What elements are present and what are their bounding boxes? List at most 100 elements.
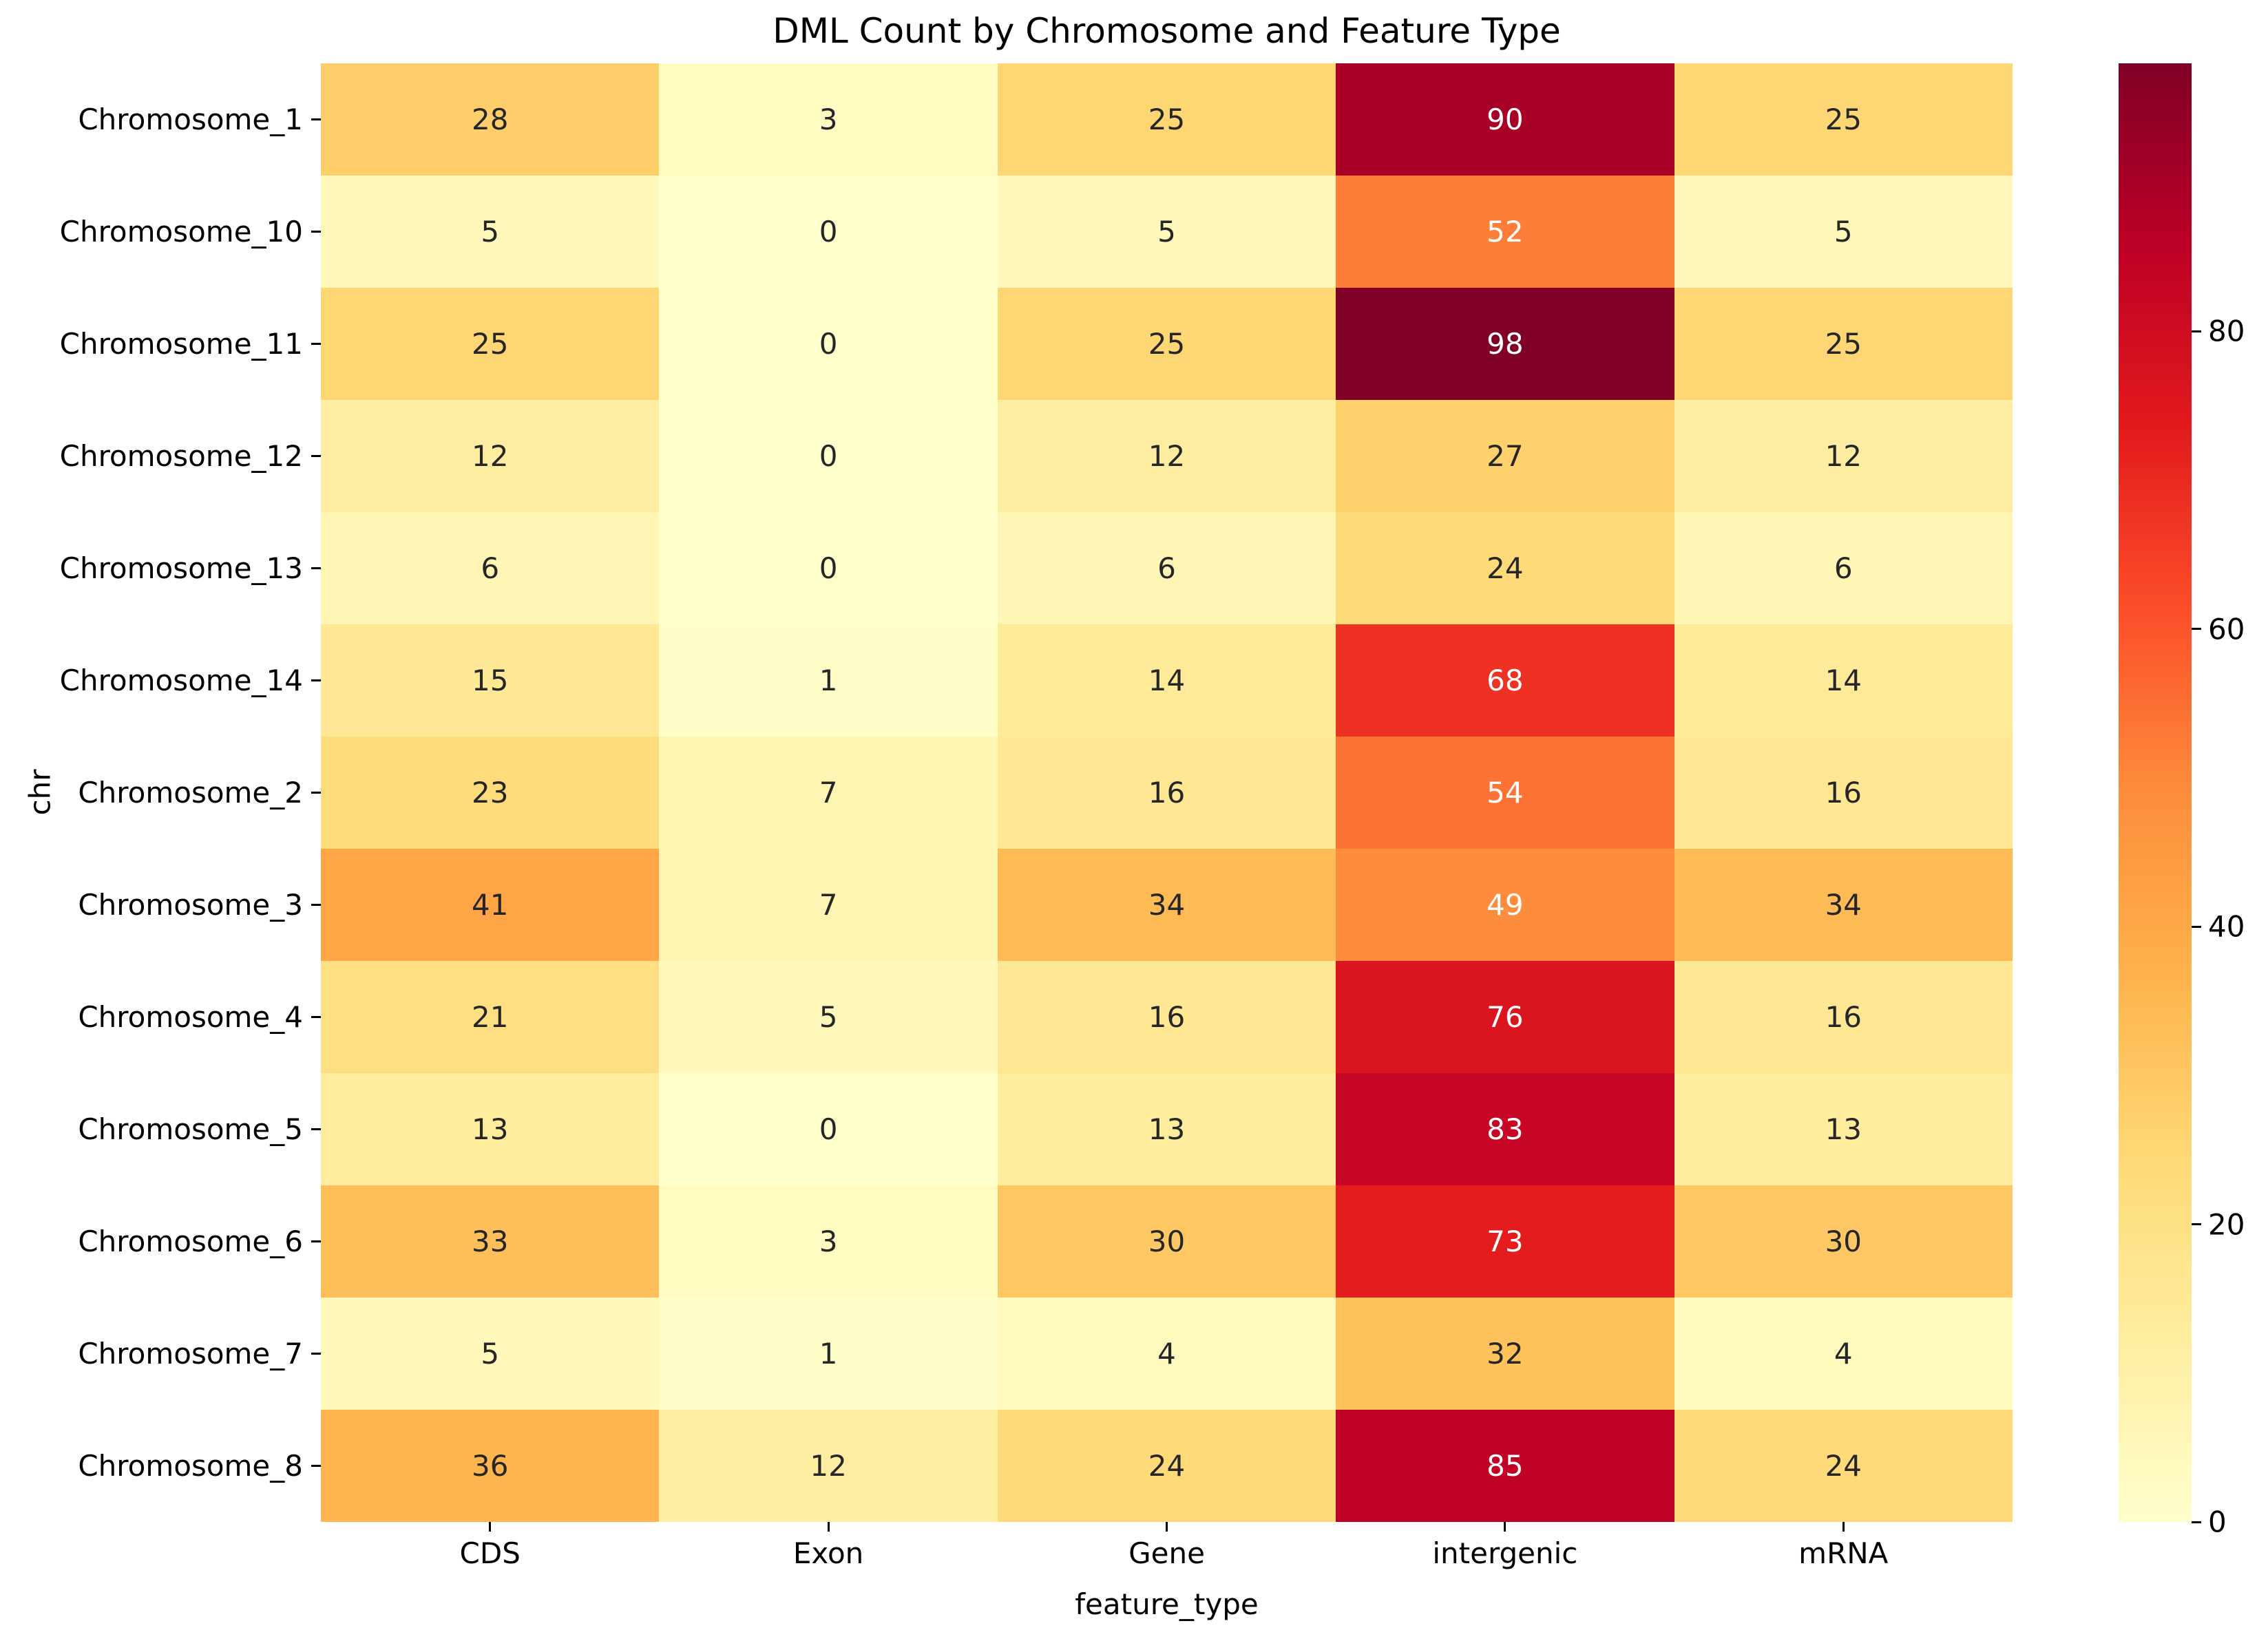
heatmap-cell-Chromosome_10-Gene: 5 [997, 176, 1336, 288]
heatmap-cell-Chromosome_8-intergenic: 85 [1336, 1410, 1674, 1522]
heatmap-cell-Chromosome_5-Exon: 0 [659, 1073, 998, 1185]
cell-annotation: 1 [819, 1337, 838, 1370]
heatmap-cell-Chromosome_3-Gene: 34 [997, 849, 1336, 961]
heatmap-cell-Chromosome_1-Gene: 25 [997, 63, 1336, 176]
cell-annotation: 1 [819, 664, 838, 697]
colorbar-tick-mark [2192, 1223, 2201, 1226]
cell-annotation: 5 [1157, 215, 1176, 248]
cell-annotation: 4 [1157, 1337, 1176, 1370]
ytick-mark [311, 567, 321, 569]
cell-annotation: 16 [1825, 1000, 1862, 1034]
cell-annotation: 25 [1825, 327, 1862, 361]
ytick-mark [311, 1016, 321, 1018]
heatmap-cell-Chromosome_2-intergenic: 54 [1336, 737, 1674, 849]
cell-annotation: 0 [819, 215, 838, 248]
cell-annotation: 16 [1148, 776, 1186, 809]
heatmap-cell-Chromosome_5-mRNA: 13 [1674, 1073, 2013, 1185]
cell-annotation: 25 [1148, 327, 1186, 361]
cell-annotation: 15 [471, 664, 509, 697]
heatmap-cell-Chromosome_6-Gene: 30 [997, 1185, 1336, 1298]
ytick-mark [311, 1465, 321, 1467]
cell-annotation: 34 [1148, 888, 1186, 922]
cell-annotation: 76 [1487, 1000, 1524, 1034]
heatmap-cell-Chromosome_12-CDS: 12 [321, 400, 660, 512]
cell-annotation: 14 [1148, 664, 1186, 697]
heatmap-cell-Chromosome_14-mRNA: 14 [1674, 624, 2013, 737]
heatmap-cell-Chromosome_13-mRNA: 6 [1674, 512, 2013, 624]
cell-annotation: 12 [1825, 439, 1862, 473]
xtick-mark [1842, 1522, 1845, 1532]
cell-annotation: 0 [819, 1112, 838, 1146]
xtick-label-intergenic: intergenic [1432, 1536, 1578, 1570]
ytick-label-Chromosome_12: Chromosome_12 [59, 439, 303, 473]
cell-annotation: 32 [1487, 1337, 1524, 1370]
heatmap-cell-Chromosome_4-intergenic: 76 [1336, 961, 1674, 1073]
ytick-label-Chromosome_6: Chromosome_6 [78, 1225, 303, 1258]
heatmap-cell-Chromosome_7-Gene: 4 [997, 1298, 1336, 1410]
heatmap-cell-Chromosome_2-Gene: 16 [997, 737, 1336, 849]
colorbar-tick-label-60: 60 [2208, 612, 2245, 646]
heatmap-cell-Chromosome_8-Gene: 24 [997, 1410, 1336, 1522]
heatmap-cell-Chromosome_7-Exon: 1 [659, 1298, 998, 1410]
heatmap-cell-Chromosome_12-mRNA: 12 [1674, 400, 2013, 512]
heatmap-cell-Chromosome_11-mRNA: 25 [1674, 288, 2013, 400]
heatmap-cell-Chromosome_3-CDS: 41 [321, 849, 660, 961]
heatmap-cell-Chromosome_13-CDS: 6 [321, 512, 660, 624]
heatmap-cell-Chromosome_6-CDS: 33 [321, 1185, 660, 1298]
heatmap-cell-Chromosome_6-Exon: 3 [659, 1185, 998, 1298]
cell-annotation: 27 [1487, 439, 1524, 473]
ytick-mark [311, 1240, 321, 1242]
cell-annotation: 16 [1148, 1000, 1186, 1034]
heatmap-cell-Chromosome_14-CDS: 15 [321, 624, 660, 737]
cell-annotation: 30 [1825, 1225, 1862, 1258]
heatmap-grid: 28 3 25 90 25 5 0 5 52 5 25 0 25 98 25 12 0 12 27 12 6 0 6 24 6 1… [321, 63, 2013, 1522]
heatmap-cell-Chromosome_14-Exon: 1 [659, 624, 998, 737]
cell-annotation: 5 [481, 215, 500, 248]
heatmap-cell-Chromosome_14-intergenic: 68 [1336, 624, 1674, 737]
ytick-mark [311, 1353, 321, 1355]
heatmap-cell-Chromosome_10-intergenic: 52 [1336, 176, 1674, 288]
heatmap-cell-Chromosome_1-CDS: 28 [321, 63, 660, 176]
heatmap-cell-Chromosome_7-mRNA: 4 [1674, 1298, 2013, 1410]
heatmap-cell-Chromosome_7-CDS: 5 [321, 1298, 660, 1410]
cell-annotation: 0 [819, 327, 838, 361]
chart-title: DML Count by Chromosome and Feature Type [773, 11, 1561, 51]
cell-annotation: 98 [1487, 327, 1524, 361]
heatmap-cell-Chromosome_3-mRNA: 34 [1674, 849, 2013, 961]
heatmap-cell-Chromosome_6-mRNA: 30 [1674, 1185, 2013, 1298]
cell-annotation: 14 [1825, 664, 1862, 697]
heatmap-cell-Chromosome_10-mRNA: 5 [1674, 176, 2013, 288]
colorbar-tick-label-40: 40 [2208, 909, 2245, 944]
cell-annotation: 12 [471, 439, 509, 473]
cell-annotation: 24 [1487, 551, 1524, 585]
heatmap-cell-Chromosome_1-Exon: 3 [659, 63, 998, 176]
colorbar-tick-label-80: 80 [2208, 314, 2245, 348]
heatmap-cell-Chromosome_10-Exon: 0 [659, 176, 998, 288]
heatmap-cell-Chromosome_6-intergenic: 73 [1336, 1185, 1674, 1298]
cell-annotation: 68 [1487, 664, 1524, 697]
heatmap-cell-Chromosome_1-mRNA: 25 [1674, 63, 2013, 176]
ytick-label-Chromosome_5: Chromosome_5 [78, 1112, 303, 1146]
heatmap-cell-Chromosome_12-Exon: 0 [659, 400, 998, 512]
cell-annotation: 5 [819, 1000, 838, 1034]
heatmap-cell-Chromosome_2-mRNA: 16 [1674, 737, 2013, 849]
cell-annotation: 4 [1834, 1337, 1853, 1370]
heatmap-cell-Chromosome_8-CDS: 36 [321, 1410, 660, 1522]
ytick-mark [311, 792, 321, 794]
heatmap-cell-Chromosome_4-CDS: 21 [321, 961, 660, 1073]
heatmap-cell-Chromosome_8-Exon: 12 [659, 1410, 998, 1522]
cell-annotation: 13 [471, 1112, 509, 1146]
xtick-mark [489, 1522, 492, 1532]
heatmap-cell-Chromosome_4-mRNA: 16 [1674, 961, 2013, 1073]
cell-annotation: 28 [471, 103, 509, 136]
heatmap-cell-Chromosome_14-Gene: 14 [997, 624, 1336, 737]
heatmap-cell-Chromosome_4-Exon: 5 [659, 961, 998, 1073]
ytick-label-Chromosome_7: Chromosome_7 [78, 1337, 303, 1370]
ytick-mark [311, 1128, 321, 1130]
heatmap-cell-Chromosome_13-Exon: 0 [659, 512, 998, 624]
heatmap-cell-Chromosome_5-intergenic: 83 [1336, 1073, 1674, 1185]
cell-annotation: 7 [819, 776, 838, 809]
xtick-mark [827, 1522, 830, 1532]
cell-annotation: 30 [1148, 1225, 1186, 1258]
